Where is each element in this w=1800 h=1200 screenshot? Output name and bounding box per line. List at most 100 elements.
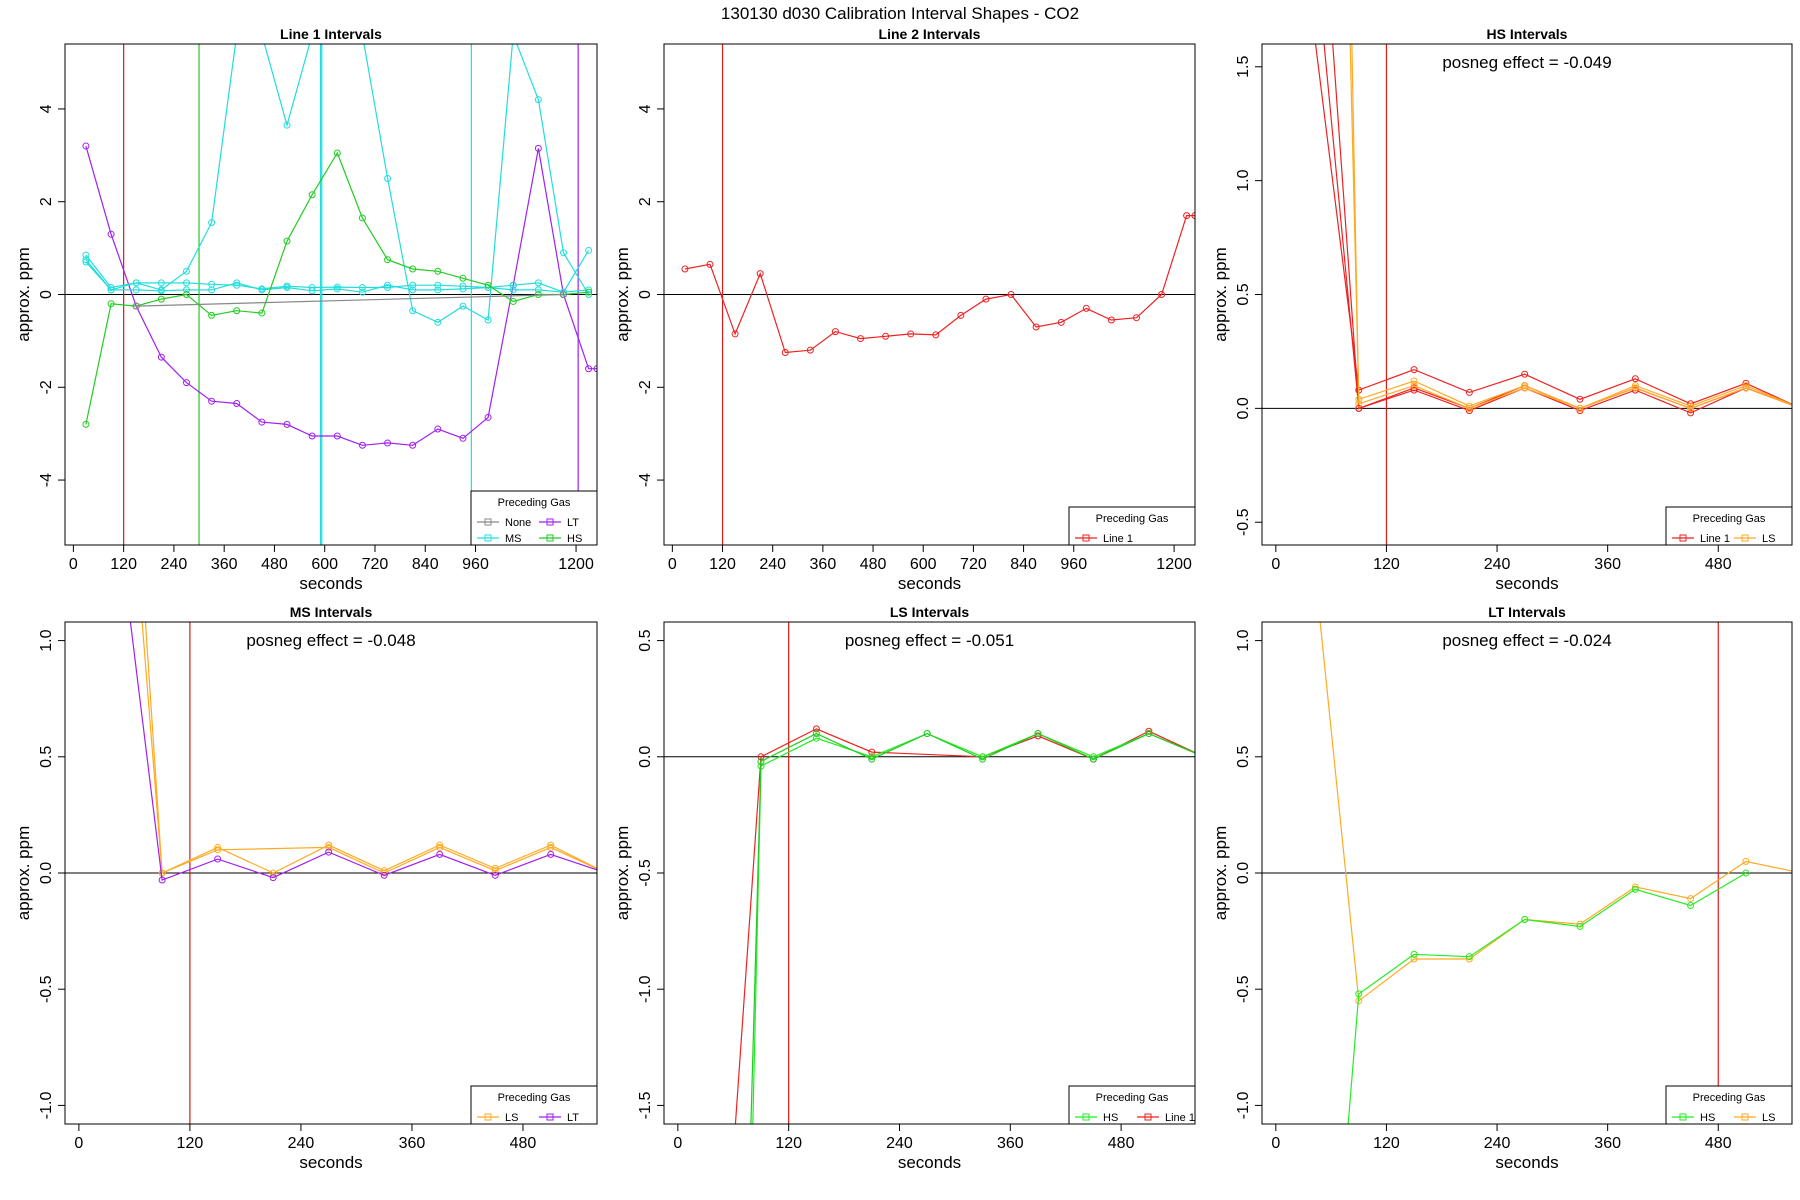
data-point — [269, 874, 277, 882]
plot-frame — [663, 621, 1196, 1125]
data-point — [781, 348, 789, 356]
legend-swatch-marker — [546, 1113, 554, 1121]
data-point — [107, 300, 115, 308]
series-line-ls — [1319, 622, 1792, 1002]
data-point — [559, 288, 567, 296]
data-point — [868, 753, 876, 761]
data-point — [1410, 950, 1418, 958]
legend-title: Preceding Gas — [1096, 1092, 1169, 1104]
x-tick-label: 0 — [1271, 1135, 1280, 1152]
chart-title: HS Intervals — [1487, 26, 1568, 42]
x-tick-label: 960 — [462, 556, 489, 573]
y-tick-label: -0.5 — [38, 975, 55, 1003]
data-point — [1465, 404, 1473, 412]
y-tick-label: 0.0 — [1235, 862, 1252, 884]
data-point — [1576, 395, 1584, 403]
x-axis-label: seconds — [898, 1153, 961, 1172]
series-line-hs — [752, 732, 1195, 1124]
data-point — [1145, 730, 1153, 738]
data-point — [157, 279, 165, 287]
data-point — [358, 288, 366, 296]
data-point — [732, 1126, 738, 1132]
data-point — [1158, 291, 1166, 298]
data-point — [283, 237, 291, 245]
data-point — [882, 332, 890, 340]
data-point — [358, 214, 366, 222]
chart-panel-3: HS Intervals 0 120 240 360 480 -0.5 0.0 0.5 1.0 1.… — [1211, 26, 1793, 593]
data-point — [1201, 754, 1207, 760]
data-point — [1521, 915, 1529, 923]
data-point — [1191, 212, 1195, 220]
legend-entry: Line 1 — [1103, 533, 1133, 545]
data-point — [258, 286, 266, 294]
data-point — [233, 281, 241, 289]
data-point — [868, 748, 876, 756]
data-point — [957, 311, 965, 319]
chart-title: Line 2 Intervals — [879, 26, 981, 42]
data-point — [1132, 314, 1140, 322]
x-tick-label: 720 — [960, 556, 987, 573]
data-point — [384, 284, 392, 292]
data-point — [358, 284, 366, 292]
data-point — [333, 149, 341, 157]
data-point — [409, 265, 417, 273]
data-point — [233, 400, 241, 408]
legend-box — [470, 490, 598, 546]
x-axis-label: seconds — [898, 574, 961, 593]
series-line-line-1 — [1314, 44, 1792, 405]
data-point — [1355, 404, 1363, 412]
data-point — [812, 734, 820, 742]
y-tick-label: 0.5 — [1235, 283, 1252, 305]
data-point — [1465, 388, 1473, 396]
data-point — [923, 730, 931, 738]
x-tick-label: 720 — [362, 556, 389, 573]
y-tick-label: 2 — [637, 197, 654, 206]
data-point — [325, 848, 333, 856]
data-point — [333, 283, 341, 291]
data-point — [459, 274, 467, 282]
data-point — [534, 291, 542, 298]
y-tick-label: 1.0 — [1235, 169, 1252, 191]
x-tick-label: 240 — [886, 1135, 913, 1152]
data-point — [1631, 375, 1639, 383]
x-axis-label: seconds — [299, 1153, 362, 1172]
data-point — [459, 434, 467, 442]
series-line-ms — [85, 259, 589, 293]
x-tick-label: 120 — [775, 1135, 802, 1152]
y-tick-label: 0 — [637, 290, 654, 299]
data-point — [434, 286, 442, 294]
data-point — [1355, 400, 1363, 408]
data-point — [1089, 755, 1097, 763]
data-point — [132, 279, 140, 287]
data-point — [233, 307, 241, 315]
legend-box — [1068, 1085, 1196, 1125]
y-tick-label: -0.5 — [637, 859, 654, 887]
data-point — [907, 330, 915, 338]
x-tick-label: 600 — [311, 556, 338, 573]
data-point — [1521, 382, 1529, 390]
series-line-line-1 — [684, 215, 1195, 354]
x-tick-label: 240 — [288, 1135, 315, 1152]
data-point — [484, 413, 492, 421]
x-tick-label: 480 — [510, 1135, 537, 1152]
data-point — [157, 295, 165, 303]
chart-panel-5: LS Intervals 0 120 240 360 480 -1.5 -1.0 -0.5 0.0… — [613, 604, 1207, 1172]
x-tick-label: 120 — [177, 1135, 204, 1152]
legend-title: Preceding Gas — [498, 497, 571, 509]
x-tick-label: 1200 — [1156, 556, 1192, 573]
figure-title: 130130 d030 Calibration Interval Shapes … — [721, 4, 1079, 23]
data-point — [534, 144, 542, 152]
legend-swatch-marker — [484, 518, 492, 526]
x-tick-label: 0 — [673, 1135, 682, 1152]
legend: Preceding Gas Line 1 LS — [1665, 506, 1793, 546]
posneg-annotation: posneg effect = -0.048 — [246, 631, 415, 650]
data-point — [510, 32, 516, 38]
data-point — [157, 353, 165, 361]
data-point — [158, 876, 166, 884]
legend: Preceding Gas HS Line 1 — [1068, 1085, 1196, 1125]
series-line-line-1 — [1332, 44, 1792, 414]
data-point — [491, 871, 499, 879]
legend-title: Preceding Gas — [1693, 1092, 1766, 1104]
data-point — [308, 191, 316, 199]
y-tick-label: 4 — [637, 104, 654, 113]
